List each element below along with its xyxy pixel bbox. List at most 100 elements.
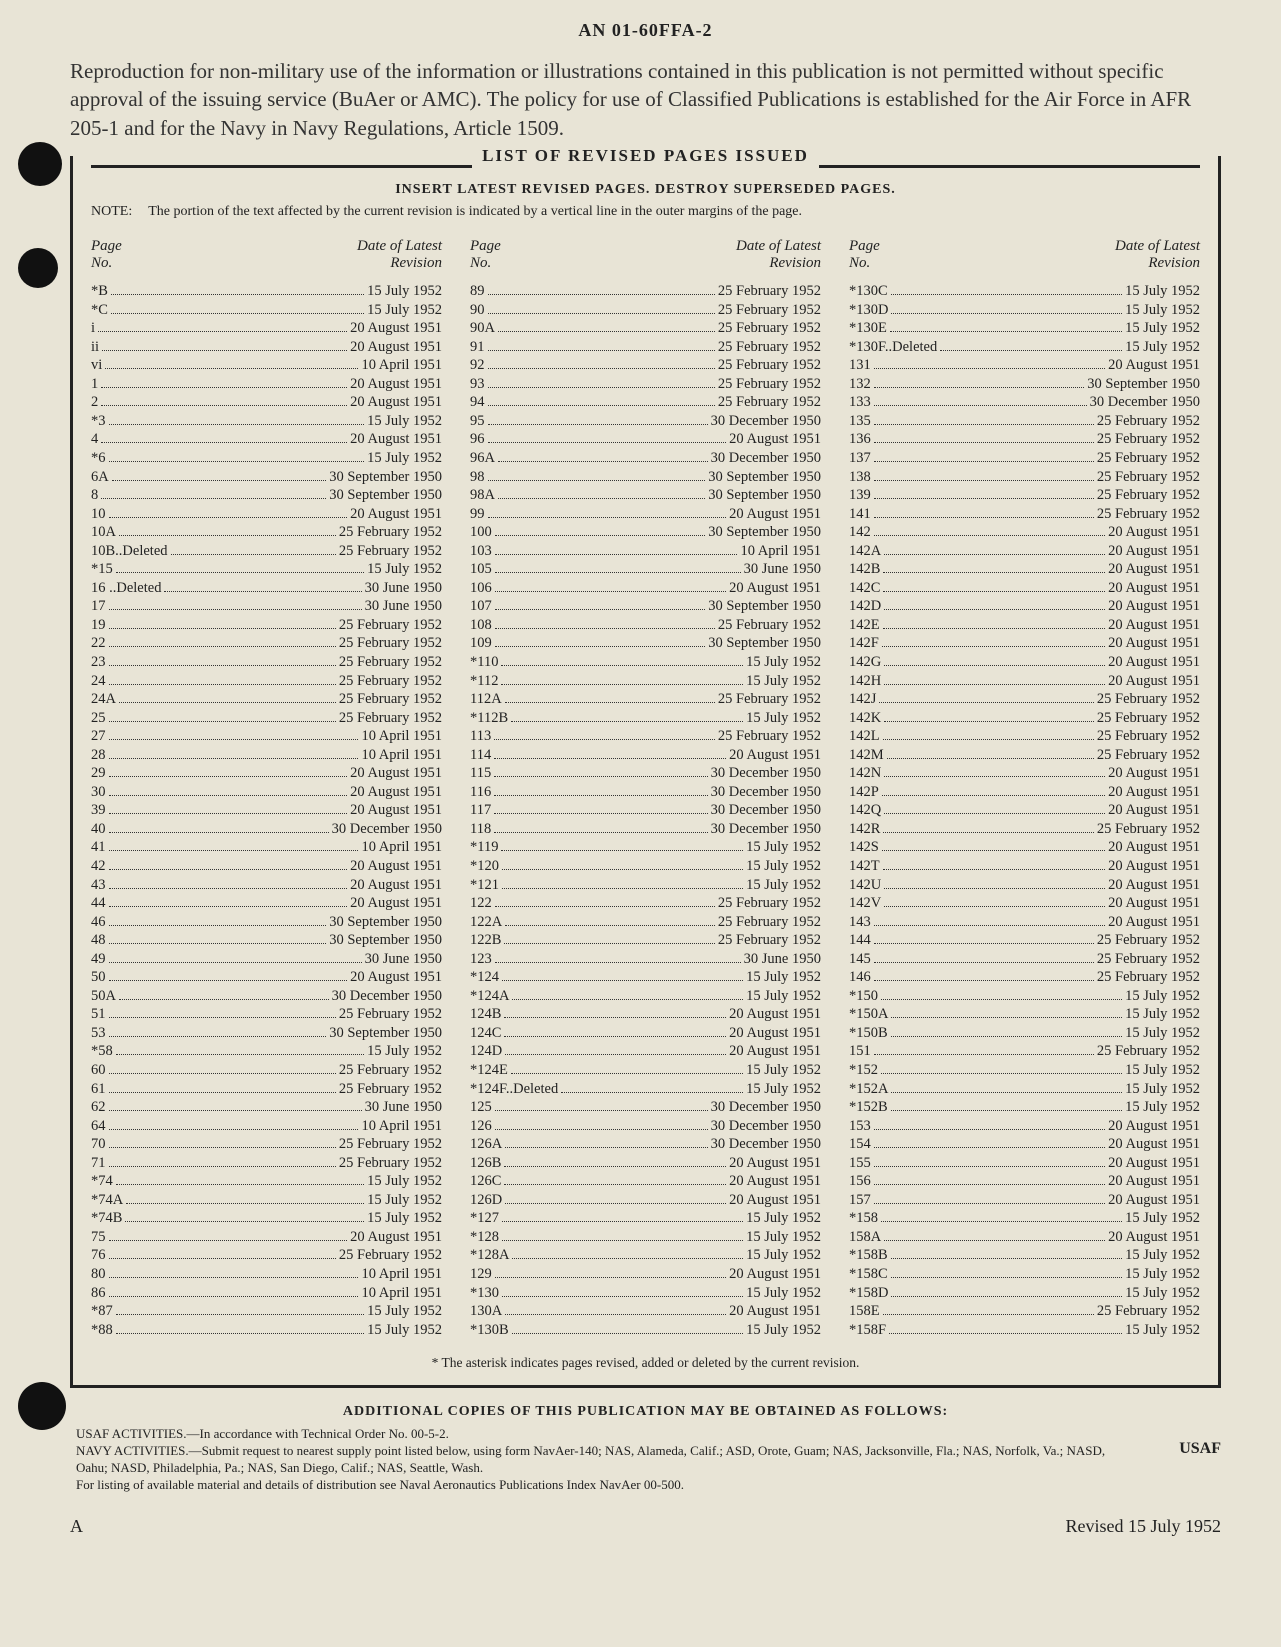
revision-row: *13015 July 1952: [470, 1284, 821, 1303]
revision-row: 5020 August 1951: [91, 968, 442, 987]
revision-date: 20 August 1951: [1108, 801, 1200, 820]
revision-date: 30 December 1950: [1090, 393, 1200, 412]
revision-row: 142Q20 August 1951: [849, 801, 1200, 820]
revision-date: 20 August 1951: [1108, 876, 1200, 895]
revision-row: 13120 August 1951: [849, 356, 1200, 375]
revision-page-number: 130A: [470, 1302, 502, 1321]
revision-date: 30 September 1950: [329, 468, 442, 487]
leader-dots: [874, 1166, 1105, 1167]
revision-row: 13925 February 1952: [849, 486, 1200, 505]
leader-dots: [891, 1277, 1122, 1278]
revision-page-number: 98A: [470, 486, 495, 505]
revision-date: 15 July 1952: [746, 1246, 821, 1265]
leader-dots: [512, 1258, 743, 1259]
revision-date: 15 July 1952: [746, 987, 821, 1006]
revision-row: 9530 December 1950: [470, 412, 821, 431]
revision-date: 20 August 1951: [1108, 672, 1200, 691]
leader-dots: [891, 313, 1122, 314]
leader-dots: [109, 646, 336, 647]
leader-dots: [498, 331, 715, 332]
leader-dots: [511, 1073, 743, 1074]
leader-dots: [494, 813, 707, 814]
revision-date: 15 July 1952: [746, 1209, 821, 1228]
leader-dots: [495, 962, 741, 963]
leader-dots: [883, 739, 1094, 740]
revision-date: 15 July 1952: [746, 653, 821, 672]
revision-page-number: *150B: [849, 1024, 888, 1043]
revision-page-number: 142H: [849, 672, 881, 691]
revision-date: 30 September 1950: [1087, 375, 1200, 394]
leader-dots: [125, 1221, 364, 1222]
revision-date: 15 July 1952: [367, 1172, 442, 1191]
revision-page-number: 142A: [849, 542, 881, 561]
revision-date: 25 February 1952: [718, 727, 821, 746]
revision-page-number: 94: [470, 393, 485, 412]
leader-dots: [501, 665, 743, 666]
leader-dots: [504, 1017, 726, 1018]
revision-page-number: 42: [91, 857, 106, 876]
leader-dots: [109, 850, 359, 851]
revision-row: 3020 August 1951: [91, 783, 442, 802]
revision-page-number: *74A: [91, 1191, 123, 1210]
revision-page-number: 46: [91, 913, 106, 932]
revision-date: 30 December 1950: [332, 820, 442, 839]
revision-date: 20 August 1951: [729, 746, 821, 765]
leader-dots: [505, 925, 715, 926]
revision-date: 20 August 1951: [729, 1191, 821, 1210]
leader-dots: [501, 850, 743, 851]
revision-page-number: 98: [470, 468, 485, 487]
revision-date: 30 December 1950: [711, 1135, 821, 1154]
revision-row: 13230 September 1950: [849, 375, 1200, 394]
revision-date: 20 August 1951: [1108, 1172, 1200, 1191]
frame-title: LIST OF REVISED PAGES ISSUED: [472, 146, 819, 166]
revision-page-number: 49: [91, 950, 106, 969]
revision-page-number: *110: [470, 653, 498, 672]
revision-row: 6410 April 1951: [91, 1117, 442, 1136]
revision-row: 5330 September 1950: [91, 1024, 442, 1043]
revision-date: 20 August 1951: [350, 876, 442, 895]
revision-page-number: 146: [849, 968, 871, 987]
revision-date: 15 July 1952: [746, 1061, 821, 1080]
revision-row: 142C20 August 1951: [849, 579, 1200, 598]
revision-date: 25 February 1952: [339, 1135, 442, 1154]
revision-page-number: 139: [849, 486, 871, 505]
leader-dots: [891, 294, 1122, 295]
revision-page-number: 100: [470, 523, 492, 542]
leader-dots: [884, 721, 1094, 722]
revision-page-number: 142B: [849, 560, 880, 579]
revision-row: 1020 August 1951: [91, 505, 442, 524]
revision-row: 10530 June 1950: [470, 560, 821, 579]
revision-page-number: *130B: [470, 1321, 509, 1340]
revision-page-number: 115: [470, 764, 491, 783]
revision-page-number: 143: [849, 913, 871, 932]
revision-row: 158E25 February 1952: [849, 1302, 1200, 1321]
leader-dots: [109, 795, 348, 796]
footer-text: USAF ACTIVITIES.—In accordance with Tech…: [70, 1426, 1221, 1494]
revision-row: 8610 April 1951: [91, 1284, 442, 1303]
revision-date: 25 February 1952: [1097, 820, 1200, 839]
revision-page-number: 99: [470, 505, 485, 524]
revision-date: 15 July 1952: [1125, 1024, 1200, 1043]
rule-line: [91, 165, 472, 168]
revision-row: 7520 August 1951: [91, 1228, 442, 1247]
revision-page-number: 133: [849, 393, 871, 412]
revision-row: *158C15 July 1952: [849, 1265, 1200, 1284]
revision-row: *74B15 July 1952: [91, 1209, 442, 1228]
revision-row: *12415 July 1952: [470, 968, 821, 987]
revision-page-number: 4: [91, 430, 98, 449]
revision-date: 15 July 1952: [1125, 1061, 1200, 1080]
revision-row: i20 August 1951: [91, 319, 442, 338]
leader-dots: [109, 1036, 327, 1037]
revision-date: 15 July 1952: [1125, 1005, 1200, 1024]
revision-page-number: 64: [91, 1117, 106, 1136]
revision-date: 15 July 1952: [1125, 282, 1200, 301]
revision-row: 126C20 August 1951: [470, 1172, 821, 1191]
leader-dots: [109, 943, 327, 944]
leader-dots: [883, 591, 1105, 592]
revision-row: 7125 February 1952: [91, 1154, 442, 1173]
leader-dots: [498, 461, 708, 462]
revision-page-number: 122: [470, 894, 492, 913]
revision-page-number: 75: [91, 1228, 106, 1247]
revision-date: 25 February 1952: [339, 1154, 442, 1173]
revision-page-number: 48: [91, 931, 106, 950]
